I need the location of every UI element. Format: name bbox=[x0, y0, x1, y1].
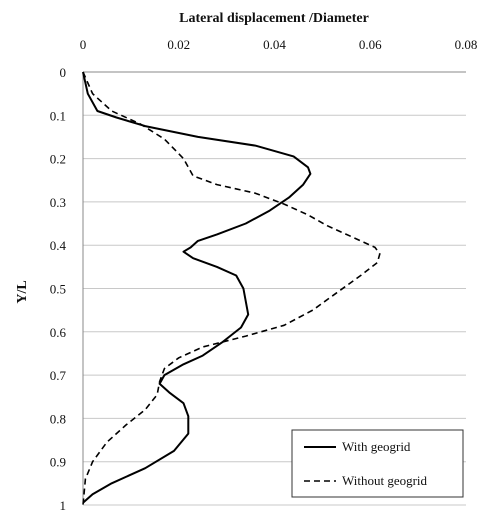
y-tick-label: 0 bbox=[60, 65, 67, 80]
y-tick-label: 1 bbox=[60, 498, 67, 512]
grid bbox=[83, 114, 466, 506]
y-tick-labels: 0 0.1 0.2 0.3 0.4 0.5 0.6 0.7 0.8 0.9 1 bbox=[50, 65, 67, 512]
y-tick-label: 0.4 bbox=[50, 238, 67, 253]
y-tick-label: 0.9 bbox=[50, 455, 66, 470]
y-tick-label: 0.7 bbox=[50, 368, 67, 383]
x-tick-label: 0 bbox=[80, 37, 87, 52]
y-tick-label: 0.5 bbox=[50, 282, 66, 297]
legend-label-without-geogrid: Without geogrid bbox=[342, 473, 428, 488]
y-tick-label: 0.1 bbox=[50, 108, 66, 123]
x-axis-title: Lateral displacement /Diameter bbox=[179, 11, 369, 26]
x-tick-labels: 0 0.02 0.04 0.06 0.08 bbox=[80, 37, 478, 52]
y-tick-label: 0.3 bbox=[50, 195, 66, 210]
series-line-with-geogrid bbox=[82, 71, 312, 504]
y-tick-label: 0.2 bbox=[50, 152, 66, 167]
legend: With geogrid Without geogrid bbox=[291, 429, 464, 498]
x-tick-label: 0.06 bbox=[359, 37, 382, 52]
x-tick-label: 0.08 bbox=[455, 37, 478, 52]
y-tick-label: 0.6 bbox=[50, 325, 67, 340]
series-layer bbox=[82, 71, 381, 506]
y-tick-label: 0.8 bbox=[50, 411, 66, 426]
y-axis-title: Y/L bbox=[15, 280, 30, 303]
x-tick-label: 0.02 bbox=[167, 37, 190, 52]
legend-label-with-geogrid: With geogrid bbox=[342, 439, 411, 454]
legend-box bbox=[291, 429, 464, 498]
series-line-without-geogrid bbox=[82, 71, 381, 506]
x-tick-label: 0.04 bbox=[263, 37, 286, 52]
